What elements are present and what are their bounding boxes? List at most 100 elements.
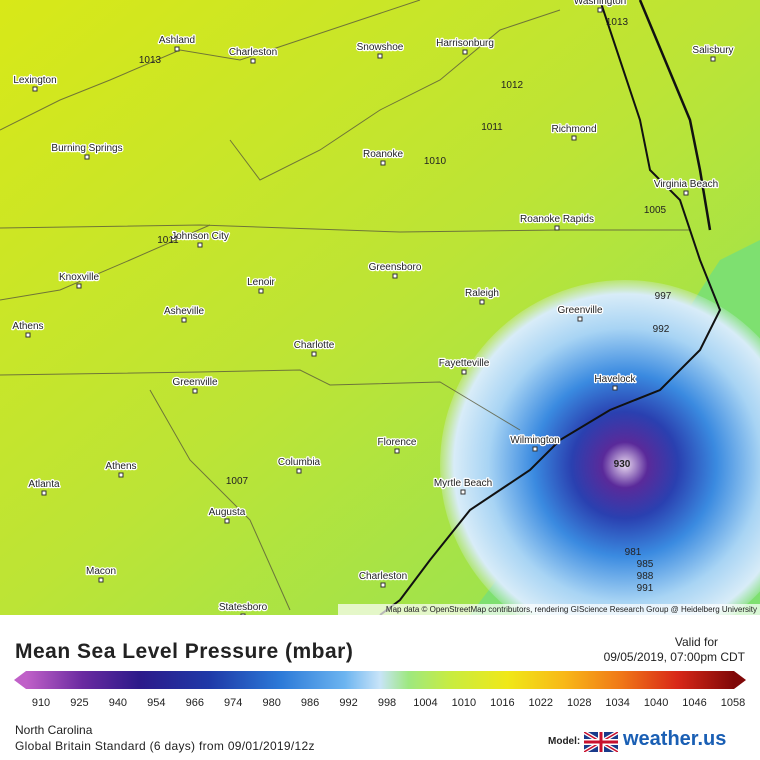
city-marker	[380, 160, 386, 166]
map: Washington Ashland Charleston Snowshoe Harri…	[0, 0, 760, 615]
city-label: Wilmington	[510, 435, 559, 446]
scale-tick-label: 1028	[566, 697, 592, 709]
city-label: Knoxville	[59, 272, 99, 283]
model-run: Global Britain Standard (6 days) from 09…	[15, 739, 315, 753]
scale-tick-label: 1040	[643, 697, 669, 709]
legend-panel: Mean Sea Level Pressure (mbar) Valid for…	[0, 615, 760, 760]
city-marker	[479, 299, 485, 305]
color-scale	[26, 671, 734, 689]
city-label: Greenville	[172, 377, 217, 388]
city-marker	[41, 490, 47, 496]
scale-tick-label: 1046	[682, 697, 707, 709]
attribution: Map data © OpenStreetMap contributors, r…	[386, 605, 757, 614]
valid-time: 09/05/2019, 07:00pm CDT	[603, 650, 745, 664]
city-marker	[461, 369, 467, 375]
isobar-label: 988	[637, 571, 654, 582]
borders	[0, 0, 690, 611]
uk-flag	[584, 732, 618, 752]
isobar-label: 1005	[644, 205, 667, 216]
scale-tick-label: 1004	[413, 697, 438, 709]
brand: weather.us	[623, 728, 727, 750]
city-label: Salisbury	[692, 45, 733, 56]
city-marker	[76, 283, 82, 289]
city-label: Myrtle Beach	[434, 478, 492, 489]
coastline	[379, 0, 722, 615]
city-label: Statesboro	[219, 602, 268, 613]
city-label: Burning Springs	[51, 143, 122, 154]
city-marker	[683, 190, 689, 196]
city-label: Asheville	[164, 306, 204, 317]
isobar-label: 1011	[157, 235, 179, 246]
city-label: Charleston	[229, 47, 277, 58]
city-marker	[311, 351, 317, 357]
city-marker	[612, 385, 618, 391]
isobar-label: 1011	[481, 122, 503, 133]
city-marker	[597, 7, 603, 13]
scale-tick-label: 966	[185, 697, 204, 709]
isobar-label: 981	[625, 547, 642, 558]
city-marker	[532, 446, 538, 452]
isobar-label: 1010	[424, 156, 447, 167]
city-marker	[554, 225, 560, 231]
city-marker	[258, 288, 264, 294]
city-label: Havelock	[594, 374, 636, 385]
city-label: Macon	[86, 566, 116, 577]
scale-tick-label: 986	[300, 697, 320, 709]
city-label: Athens	[105, 461, 136, 472]
city-label: Harrisonburg	[436, 38, 494, 49]
isobar-label: 1013	[139, 55, 162, 66]
city-marker	[84, 154, 90, 160]
city-label: Greensboro	[369, 262, 422, 273]
city-marker	[571, 135, 577, 141]
city-label: Johnson City	[171, 231, 229, 242]
city-marker	[577, 316, 583, 322]
city-label: Raleigh	[465, 288, 499, 299]
isobar-label: 1013	[606, 17, 629, 28]
city-marker	[240, 613, 246, 615]
city-label: Washington	[574, 0, 626, 7]
city-marker	[296, 468, 302, 474]
city-marker	[377, 53, 383, 59]
city-marker	[25, 332, 31, 338]
city-label: Columbia	[278, 457, 321, 468]
city-marker	[32, 86, 38, 92]
scale-tick-label: 1058	[720, 697, 746, 709]
city-label: Lexington	[13, 75, 56, 86]
city-marker	[118, 472, 124, 478]
scale-tick-label: 974	[224, 697, 243, 709]
scale-tick-label: 1034	[605, 697, 630, 709]
isobar-label: 992	[653, 324, 670, 335]
scale-tick-label: 1016	[490, 697, 515, 709]
city-marker	[98, 577, 104, 583]
isobar-label: 985	[637, 559, 654, 570]
isobar-label: 997	[655, 291, 672, 302]
scale-arrow	[14, 671, 26, 689]
city-marker	[174, 46, 180, 52]
city-label: Virginia Beach	[654, 179, 718, 190]
scale-arrow	[734, 671, 746, 689]
region: North Carolina	[15, 723, 93, 737]
city-marker	[394, 448, 400, 454]
scale-tick-label: 954	[147, 697, 166, 709]
storm-pressure	[440, 280, 760, 615]
city-label: Charleston	[359, 571, 407, 582]
scale-tick-label: 992	[339, 697, 358, 709]
isobar-label: 991	[637, 583, 654, 594]
valid-label: Valid for	[674, 635, 718, 649]
city-marker	[197, 242, 203, 248]
city-label: Fayetteville	[439, 358, 490, 369]
city-label: Roanoke Rapids	[520, 214, 594, 225]
scale-tick-label: 1010	[451, 697, 477, 709]
city-marker	[710, 56, 716, 62]
city-label: Charlotte	[294, 340, 335, 351]
city-marker	[192, 388, 198, 394]
city-label: Roanoke	[363, 149, 403, 160]
isobar-label: 1007	[226, 476, 249, 487]
city-marker	[460, 489, 466, 495]
isobar-label: 930	[614, 459, 631, 470]
attribution-bg	[338, 604, 760, 615]
model-label: Model:	[548, 736, 581, 747]
scale-tick-label: 940	[108, 697, 128, 709]
city-label: Athens	[12, 321, 43, 332]
